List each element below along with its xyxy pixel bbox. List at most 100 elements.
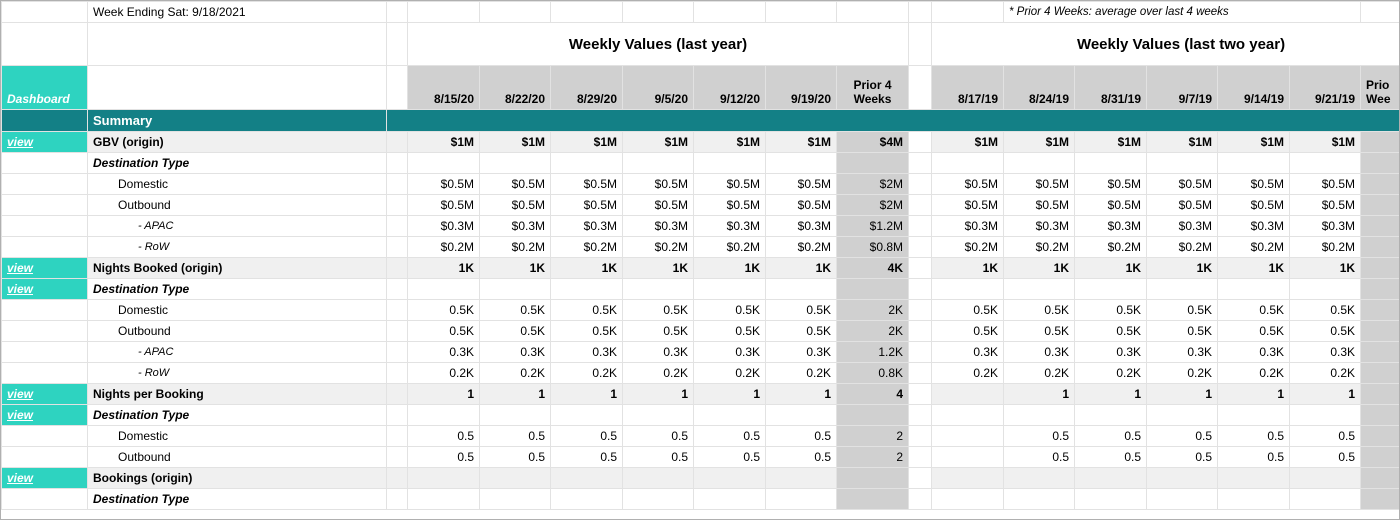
- prior-4-weeks-value[interactable]: 4: [836, 383, 909, 405]
- prior-4-weeks-right-value[interactable]: [1360, 131, 1399, 153]
- value-cell[interactable]: [693, 404, 766, 426]
- date-header-lty[interactable]: 8/31/19: [1074, 65, 1147, 110]
- value-cell[interactable]: $0.3M: [1288, 215, 1362, 237]
- value-cell[interactable]: $0.3M: [622, 215, 694, 237]
- prior-4-weeks-value[interactable]: [836, 278, 909, 300]
- cell[interactable]: [908, 299, 932, 321]
- value-cell[interactable]: 0.5: [1146, 425, 1218, 447]
- cell[interactable]: [908, 1, 932, 23]
- cell[interactable]: [386, 131, 408, 153]
- value-cell[interactable]: $0.2M: [931, 236, 1004, 258]
- cell[interactable]: [386, 467, 408, 489]
- value-cell[interactable]: [1003, 152, 1075, 174]
- value-cell[interactable]: 0.2K: [693, 362, 766, 384]
- value-cell[interactable]: $0.2M: [1146, 236, 1218, 258]
- value-cell[interactable]: 0.2K: [622, 362, 694, 384]
- date-header-ly[interactable]: 8/29/20: [550, 65, 623, 110]
- prior-4-weeks-value[interactable]: [836, 404, 909, 426]
- value-cell[interactable]: $1M: [1217, 131, 1290, 153]
- cell[interactable]: [908, 236, 932, 258]
- value-cell[interactable]: [550, 278, 623, 300]
- cell[interactable]: [386, 236, 408, 258]
- date-header-ly[interactable]: 9/19/20: [765, 65, 837, 110]
- value-cell[interactable]: 0.5K: [693, 299, 766, 321]
- value-cell[interactable]: 0.5K: [622, 320, 694, 342]
- value-cell[interactable]: 0.5K: [1217, 320, 1290, 342]
- date-header-lty[interactable]: 8/24/19: [1003, 65, 1075, 110]
- cell[interactable]: [1, 1, 88, 23]
- cell[interactable]: [908, 383, 932, 405]
- cell[interactable]: [479, 1, 551, 23]
- value-cell[interactable]: [693, 488, 766, 510]
- value-cell[interactable]: $0.5M: [550, 173, 623, 195]
- prior-4-weeks-right-value[interactable]: [1360, 257, 1399, 279]
- row-label[interactable]: - RoW: [87, 236, 387, 258]
- value-cell[interactable]: [931, 152, 1004, 174]
- cell[interactable]: [1360, 1, 1399, 23]
- prior-4-weeks-value[interactable]: 2: [836, 425, 909, 447]
- row-label[interactable]: Outbound: [87, 320, 387, 342]
- value-cell[interactable]: [1003, 488, 1075, 510]
- value-cell[interactable]: $0.5M: [1217, 194, 1290, 216]
- value-cell[interactable]: 0.5: [1003, 446, 1075, 468]
- view-link[interactable]: view: [1, 278, 88, 300]
- value-cell[interactable]: 1: [1217, 383, 1290, 405]
- value-cell[interactable]: $0.5M: [765, 173, 837, 195]
- value-cell[interactable]: [931, 446, 1004, 468]
- row-label[interactable]: Destination Type: [87, 152, 387, 174]
- value-cell[interactable]: 0.5: [1074, 446, 1147, 468]
- value-cell[interactable]: $0.3M: [1074, 215, 1147, 237]
- value-cell[interactable]: 0.5: [479, 425, 551, 447]
- row-label[interactable]: Outbound: [87, 446, 387, 468]
- value-cell[interactable]: [1146, 404, 1218, 426]
- prior-4-weeks-right-value[interactable]: [1360, 362, 1399, 384]
- value-cell[interactable]: $0.2M: [479, 236, 551, 258]
- value-cell[interactable]: 0.5K: [1217, 299, 1290, 321]
- cell[interactable]: [908, 152, 932, 174]
- value-cell[interactable]: $0.3M: [1003, 215, 1075, 237]
- cell[interactable]: [1, 109, 88, 132]
- cell[interactable]: [931, 1, 1004, 23]
- cell[interactable]: [550, 1, 623, 23]
- value-cell[interactable]: 0.5: [1074, 425, 1147, 447]
- cell[interactable]: [908, 215, 932, 237]
- value-cell[interactable]: $0.5M: [1146, 173, 1218, 195]
- value-cell[interactable]: 0.2K: [407, 362, 480, 384]
- value-cell[interactable]: [622, 467, 694, 489]
- value-cell[interactable]: 1K: [550, 257, 623, 279]
- value-cell[interactable]: 0.3K: [1288, 341, 1362, 363]
- value-cell[interactable]: $0.3M: [693, 215, 766, 237]
- value-cell[interactable]: 0.5K: [1288, 299, 1362, 321]
- prior-4-weeks-right-value[interactable]: [1360, 404, 1399, 426]
- value-cell[interactable]: 0.5: [1217, 425, 1290, 447]
- value-cell[interactable]: $1M: [550, 131, 623, 153]
- group-title-last-two-year[interactable]: Weekly Values (last two year): [930, 22, 1399, 66]
- value-cell[interactable]: [765, 278, 837, 300]
- value-cell[interactable]: 1K: [407, 257, 480, 279]
- value-cell[interactable]: [693, 152, 766, 174]
- value-cell[interactable]: [931, 467, 1004, 489]
- value-cell[interactable]: 0.5: [550, 425, 623, 447]
- value-cell[interactable]: [931, 383, 1004, 405]
- cell[interactable]: [908, 65, 932, 110]
- value-cell[interactable]: 0.5K: [407, 299, 480, 321]
- value-cell[interactable]: $0.2M: [1288, 236, 1362, 258]
- value-cell[interactable]: 0.2K: [550, 362, 623, 384]
- value-cell[interactable]: $0.2M: [1074, 236, 1147, 258]
- cell[interactable]: [1, 425, 88, 447]
- value-cell[interactable]: 0.2K: [1003, 362, 1075, 384]
- prior-4-weeks-right-value[interactable]: [1360, 152, 1399, 174]
- cell[interactable]: [386, 383, 408, 405]
- prior-4-weeks-value[interactable]: 2K: [836, 299, 909, 321]
- prior-4-weeks-value[interactable]: $4M: [836, 131, 909, 153]
- cell[interactable]: [908, 22, 932, 66]
- prior-4-weeks-right-value[interactable]: [1360, 194, 1399, 216]
- value-cell[interactable]: 1K: [1074, 257, 1147, 279]
- cell[interactable]: [386, 152, 408, 174]
- value-cell[interactable]: 0.5: [1146, 446, 1218, 468]
- value-cell[interactable]: [1288, 467, 1362, 489]
- value-cell[interactable]: 0.5K: [931, 320, 1004, 342]
- value-cell[interactable]: 1K: [1146, 257, 1218, 279]
- prior-4-weeks-right-value[interactable]: $: [1360, 236, 1399, 258]
- value-cell[interactable]: [407, 404, 480, 426]
